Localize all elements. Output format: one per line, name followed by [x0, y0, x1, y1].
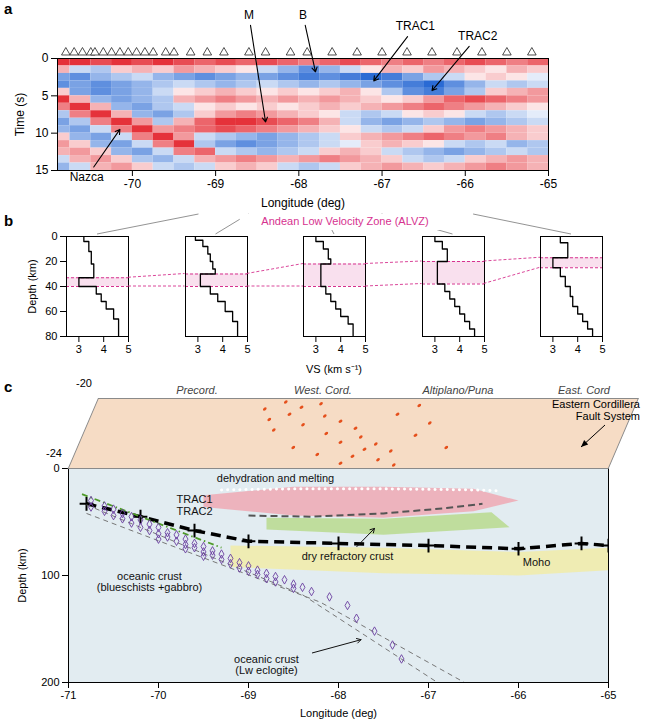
- svg-text:40: 40: [45, 280, 57, 292]
- svg-text:Altiplano/Puna: Altiplano/Puna: [422, 384, 494, 396]
- svg-text:East. Cord: East. Cord: [558, 384, 611, 396]
- svg-text:-65: -65: [540, 177, 558, 191]
- svg-text:Longitude (deg): Longitude (deg): [300, 707, 377, 719]
- svg-text:-67: -67: [421, 689, 437, 701]
- svg-text:5: 5: [599, 343, 605, 355]
- svg-text:Longitude (deg): Longitude (deg): [261, 196, 345, 210]
- svg-text:3: 3: [550, 343, 556, 355]
- svg-text:VS (km s⁻¹): VS (km s⁻¹): [306, 363, 362, 375]
- svg-text:Moho: Moho: [523, 556, 551, 568]
- svg-text:100: 100: [41, 569, 59, 581]
- svg-text:Fault System: Fault System: [576, 410, 640, 422]
- svg-text:15: 15: [35, 163, 49, 177]
- svg-text:-67: -67: [373, 177, 391, 191]
- svg-text:oceanic crust(blueschists +gab: oceanic crust(blueschists +gabbro): [97, 570, 202, 593]
- svg-text:dehydration and melting: dehydration and melting: [217, 472, 334, 484]
- svg-text:Nazca: Nazca: [70, 170, 104, 184]
- svg-text:-20: -20: [76, 377, 92, 389]
- svg-text:-66: -66: [511, 689, 527, 701]
- svg-text:-69: -69: [241, 689, 257, 701]
- svg-text:200: 200: [41, 676, 59, 688]
- svg-text:TRAC2: TRAC2: [176, 505, 212, 517]
- svg-text:4: 4: [219, 343, 225, 355]
- svg-text:Time (s): Time (s): [13, 93, 27, 137]
- svg-text:5: 5: [481, 343, 487, 355]
- svg-text:TRAC2: TRAC2: [458, 29, 498, 43]
- svg-text:Precord.: Precord.: [176, 384, 218, 396]
- svg-text:-68: -68: [331, 689, 347, 701]
- svg-text:TRAC1: TRAC1: [176, 493, 212, 505]
- svg-text:-69: -69: [207, 177, 225, 191]
- svg-text:3: 3: [194, 343, 200, 355]
- svg-text:4: 4: [101, 343, 107, 355]
- svg-text:-65: -65: [601, 689, 617, 701]
- svg-text:4: 4: [338, 343, 344, 355]
- svg-text:-71: -71: [61, 689, 77, 701]
- svg-text:-66: -66: [457, 177, 475, 191]
- svg-text:0: 0: [42, 51, 49, 65]
- svg-text:TRAC1: TRAC1: [396, 19, 436, 33]
- svg-text:0: 0: [51, 230, 57, 242]
- svg-text:3: 3: [76, 343, 82, 355]
- svg-text:3: 3: [313, 343, 319, 355]
- svg-text:10: 10: [35, 126, 49, 140]
- svg-text:20: 20: [45, 255, 57, 267]
- svg-text:Andean Low Velocity Zone (ALVZ: Andean Low Velocity Zone (ALVZ): [261, 215, 428, 227]
- svg-text:Depth (km): Depth (km): [16, 548, 28, 602]
- svg-text:4: 4: [575, 343, 581, 355]
- svg-text:-24: -24: [46, 447, 62, 459]
- html-text:c: c: [4, 378, 13, 395]
- svg-text:60: 60: [45, 305, 57, 317]
- svg-text:5: 5: [362, 343, 368, 355]
- svg-text:-68: -68: [290, 177, 308, 191]
- html-text:b: b: [4, 212, 14, 229]
- svg-text:4: 4: [456, 343, 462, 355]
- svg-text:B: B: [299, 8, 307, 22]
- svg-text:West. Cord.: West. Cord.: [294, 384, 352, 396]
- svg-text:80: 80: [45, 330, 57, 342]
- svg-text:Depth (km): Depth (km): [26, 259, 38, 313]
- svg-text:0: 0: [53, 462, 59, 474]
- svg-text:M: M: [244, 8, 254, 22]
- svg-text:Eastern Cordillera: Eastern Cordillera: [552, 398, 641, 410]
- svg-text:5: 5: [42, 89, 49, 103]
- html-text:a: a: [4, 0, 13, 17]
- svg-text:oceanic crust(Lw eclogite): oceanic crust(Lw eclogite): [234, 653, 299, 676]
- svg-text:-70: -70: [124, 177, 142, 191]
- svg-text:3: 3: [431, 343, 437, 355]
- svg-text:-70: -70: [151, 689, 167, 701]
- svg-text:5: 5: [244, 343, 250, 355]
- svg-text:dry refractory crust: dry refractory crust: [302, 550, 394, 562]
- svg-text:5: 5: [125, 343, 131, 355]
